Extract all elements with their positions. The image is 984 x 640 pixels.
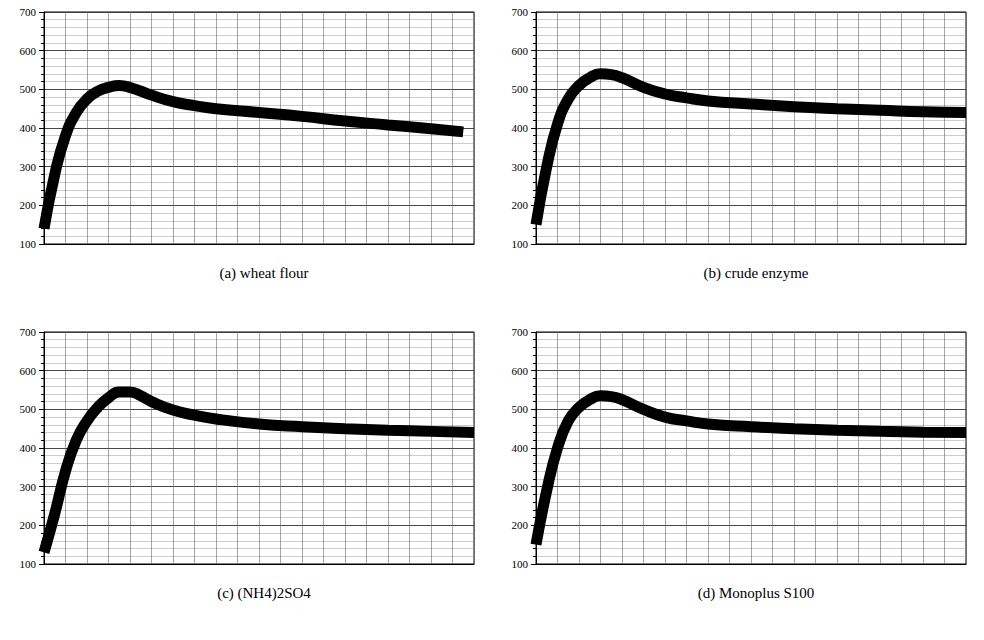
svg-text:600: 600	[20, 365, 37, 377]
svg-text:100: 100	[512, 238, 529, 250]
svg-text:400: 400	[20, 442, 37, 454]
svg-text:100: 100	[20, 238, 37, 250]
svg-text:400: 400	[20, 122, 37, 134]
svg-text:100: 100	[512, 558, 529, 570]
svg-text:400: 400	[512, 122, 529, 134]
svg-text:200: 200	[20, 519, 37, 531]
svg-text:500: 500	[512, 403, 529, 415]
svg-text:200: 200	[512, 199, 529, 211]
svg-text:500: 500	[512, 83, 529, 95]
svg-text:400: 400	[512, 442, 529, 454]
svg-text:500: 500	[20, 403, 37, 415]
svg-text:(a) wheat flour: (a) wheat flour	[219, 265, 308, 282]
svg-text:100: 100	[20, 558, 37, 570]
svg-text:700: 700	[512, 6, 529, 18]
svg-text:(d) Monoplus S100: (d) Monoplus S100	[698, 585, 815, 602]
svg-text:700: 700	[20, 326, 37, 338]
svg-text:(c) (NH4)2SO4: (c) (NH4)2SO4	[217, 585, 311, 602]
svg-text:700: 700	[512, 326, 529, 338]
svg-text:600: 600	[20, 45, 37, 57]
svg-text:300: 300	[512, 161, 529, 173]
svg-text:200: 200	[20, 199, 37, 211]
svg-text:500: 500	[20, 83, 37, 95]
svg-text:600: 600	[512, 365, 529, 377]
svg-text:300: 300	[20, 481, 37, 493]
svg-text:(b) crude enzyme: (b) crude enzyme	[704, 265, 809, 282]
svg-text:700: 700	[20, 6, 37, 18]
svg-text:200: 200	[512, 519, 529, 531]
svg-text:300: 300	[512, 481, 529, 493]
svg-text:600: 600	[512, 45, 529, 57]
svg-text:300: 300	[20, 161, 37, 173]
